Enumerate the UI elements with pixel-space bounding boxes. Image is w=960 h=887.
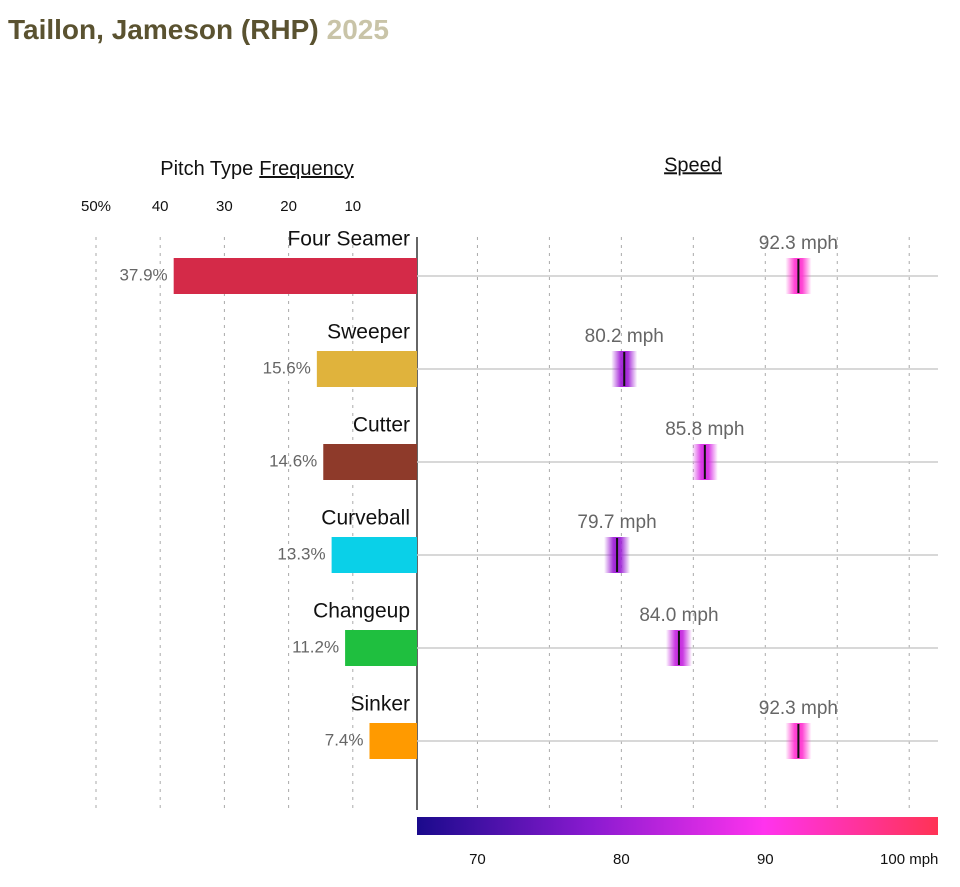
x-tick-label: 80	[613, 851, 630, 868]
category-label: Changeup	[313, 600, 410, 623]
category-label: Sinker	[350, 693, 410, 716]
player-name: Taillon, Jameson (RHP)	[8, 14, 319, 45]
category-label: Four Seamer	[287, 228, 410, 251]
category-label: Sweeper	[327, 321, 410, 344]
speed-marker	[665, 630, 692, 666]
bar	[316, 351, 417, 387]
speed-marker	[785, 723, 812, 759]
bar	[173, 258, 417, 294]
speed-marker	[604, 537, 631, 573]
value-label: 84.0 mph	[639, 605, 718, 626]
value-label: 7.4%	[325, 730, 364, 749]
value-label: 80.2 mph	[585, 326, 664, 347]
title-prefix: Pitch Type	[160, 158, 253, 180]
x-tick-label: 10	[344, 198, 361, 215]
value-label: 37.9%	[119, 265, 167, 284]
speed-marker	[691, 444, 718, 480]
color-bar	[417, 817, 938, 835]
speed-marker	[785, 258, 812, 294]
x-tick-label: 40	[152, 198, 169, 215]
bar	[369, 723, 417, 759]
bar	[323, 444, 417, 480]
x-tick-label: 70	[469, 851, 486, 868]
title-link[interactable]: Frequency	[259, 158, 354, 180]
value-label: 92.3 mph	[759, 233, 838, 254]
x-tick-label: 100 mph	[880, 851, 938, 868]
season: 2025	[327, 14, 389, 45]
category-label: Curveball	[321, 507, 410, 530]
value-label: 92.3 mph	[759, 698, 838, 719]
value-label: 85.8 mph	[665, 419, 744, 440]
value-label: 15.6%	[263, 358, 311, 377]
bar	[345, 630, 417, 666]
x-tick-label: 30	[216, 198, 233, 215]
speed-marker	[611, 351, 638, 387]
speed-title[interactable]: Speed	[664, 154, 722, 176]
category-label: Cutter	[353, 414, 410, 437]
value-label: 14.6%	[269, 451, 317, 470]
x-tick-label: 20	[280, 198, 297, 215]
bar	[331, 537, 417, 573]
page-title: Taillon, Jameson (RHP) 2025	[8, 14, 389, 45]
value-label: 79.7 mph	[577, 512, 656, 533]
frequency-title: Pitch Type Frequency	[160, 158, 354, 180]
value-label: 11.2%	[292, 637, 339, 656]
x-tick-label: 50%	[81, 198, 111, 215]
x-tick-label: 90	[757, 851, 774, 868]
value-label: 13.3%	[277, 544, 325, 563]
